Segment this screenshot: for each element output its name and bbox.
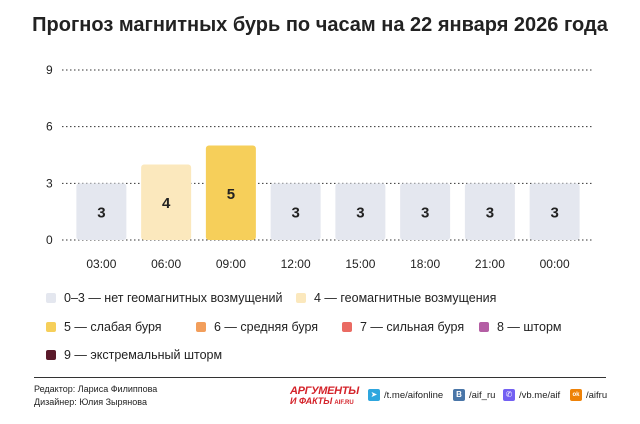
aif-logo: АРГУМЕНТЫ И ФАКТЫ AIF.RU xyxy=(290,385,359,411)
legend-label: 5 — слабая буря xyxy=(64,320,162,334)
bar xyxy=(76,183,127,240)
legend-item: 0–3 — нет геомагнитных возмущений xyxy=(46,291,282,305)
designer-credit: Дизайнер: Юлия Зырянова xyxy=(34,397,147,407)
footer-divider xyxy=(34,377,606,378)
social-link-text: /aif_ru xyxy=(469,389,496,401)
legend-swatch xyxy=(46,350,56,360)
social-link-text: /aifru xyxy=(586,389,608,401)
viber-icon: ✆ xyxy=(503,389,515,401)
legend-swatch xyxy=(46,322,56,332)
bar-chart: 0 3 6 9 3 03:00 4 06:00 5 09:00 3 12:00 3 15:00 3 18:00… xyxy=(46,63,594,271)
bar xyxy=(205,145,256,240)
legend-item: 4 — геомагнитные возмущения xyxy=(296,291,496,305)
x-tick-label: 00:00 xyxy=(540,257,570,271)
legend-swatch xyxy=(46,293,56,303)
chart-title: Прогноз магнитных бурь по часам на 22 ян… xyxy=(32,14,608,36)
y-tick-label: 9 xyxy=(46,63,53,77)
bar xyxy=(529,183,580,240)
legend-swatch xyxy=(196,322,206,332)
vk-icon: B xyxy=(453,389,465,401)
editor-credit: Редактор: Лариса Филиппова xyxy=(34,384,158,394)
logo-line1: АРГУМЕНТЫ xyxy=(290,385,359,397)
legend-label: 4 — геомагнитные возмущения xyxy=(314,291,497,305)
bar-value-label: 3 xyxy=(291,205,299,222)
bar-value-label: 3 xyxy=(356,205,364,222)
ok-icon: ok xyxy=(570,389,582,401)
bar xyxy=(464,183,515,240)
bar-value-label: 5 xyxy=(227,186,235,203)
legend-swatch xyxy=(479,322,489,332)
x-tick-label: 03:00 xyxy=(86,257,116,271)
bar-value-label: 3 xyxy=(97,205,105,222)
y-tick-label: 0 xyxy=(46,233,53,247)
bar xyxy=(141,164,192,240)
bar xyxy=(270,183,321,240)
legend-item: 6 — средняя буря xyxy=(196,320,318,334)
telegram-icon: ➤ xyxy=(368,389,380,401)
logo-line2-text: И ФАКТЫ xyxy=(290,396,333,406)
legend-label: 9 — экстремальный шторм xyxy=(64,348,223,362)
social-link[interactable]: ✆ /vb.me/aif xyxy=(503,389,560,401)
bar-value-label: 3 xyxy=(550,205,558,222)
legend-item: 9 — экстремальный шторм xyxy=(46,348,222,362)
legend-label: 8 — шторм xyxy=(497,320,562,334)
bar-value-label: 3 xyxy=(486,205,494,222)
social-link-text: /t.me/aifonline xyxy=(384,389,444,401)
social-link[interactable]: ok/aifru xyxy=(570,389,607,401)
bar-value-label: 4 xyxy=(162,195,171,212)
legend-item: 8 — шторм xyxy=(479,320,562,334)
x-tick-label: 06:00 xyxy=(151,257,181,271)
x-tick-label: 15:00 xyxy=(345,257,375,271)
legend-item: 7 — сильная буря xyxy=(342,320,464,334)
legend-swatch xyxy=(342,322,352,332)
logo-site: AIF.RU xyxy=(334,400,354,406)
bar-value-label: 3 xyxy=(421,205,429,222)
social-link-text: /vb.me/aif xyxy=(519,389,561,401)
y-tick-label: 6 xyxy=(46,120,53,134)
legend-label: 7 — сильная буря xyxy=(360,320,465,334)
social-link[interactable]: B/aif_ru xyxy=(453,389,495,401)
x-tick-label: 12:00 xyxy=(281,257,311,271)
bar xyxy=(335,183,386,240)
x-tick-label: 09:00 xyxy=(216,257,246,271)
logo-line2: И ФАКТЫ AIF.RU xyxy=(290,396,354,406)
social-link[interactable]: ➤ /t.me/aifonline xyxy=(368,389,443,401)
legend-item: 5 — слабая буря xyxy=(46,320,162,334)
credits: Редактор: Лариса Филиппова Дизайнер: Юли… xyxy=(34,383,157,409)
legend-label: 0–3 — нет геомагнитных возмущений xyxy=(64,291,283,305)
y-tick-label: 3 xyxy=(46,176,53,190)
bar xyxy=(400,183,451,240)
legend-swatch xyxy=(296,293,306,303)
legend-label: 6 — средняя буря xyxy=(214,320,319,334)
x-tick-label: 21:00 xyxy=(475,257,505,271)
x-tick-label: 18:00 xyxy=(410,257,440,271)
